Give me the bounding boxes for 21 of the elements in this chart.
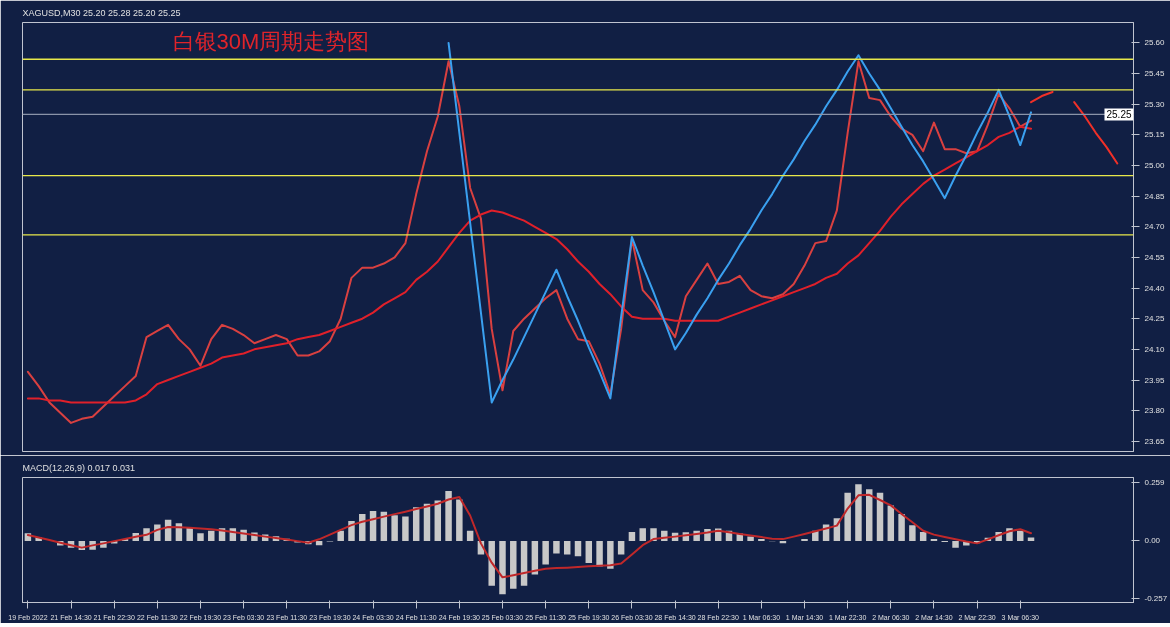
y-tick-label: 25.15 bbox=[1144, 130, 1166, 140]
y-tick-label: 24.55 bbox=[1144, 252, 1166, 262]
y-tick-label: 23.95 bbox=[1144, 375, 1166, 385]
y-tick-label: 24.25 bbox=[1144, 314, 1166, 324]
y-tick-label: 24.40 bbox=[1144, 283, 1166, 293]
y-tick-label: 0.00 bbox=[1144, 536, 1161, 546]
y-tick-label: 25.30 bbox=[1144, 99, 1166, 109]
annotation: 白银30M周期走势图 bbox=[172, 28, 370, 54]
y-tick-label: 25.60 bbox=[1144, 38, 1166, 48]
chart-title: MACD(12,26,9) 0.017 0.031 bbox=[22, 462, 136, 473]
y-tick-label: 24.70 bbox=[1144, 222, 1166, 232]
y-tick-label: 24.10 bbox=[1144, 344, 1166, 354]
y-tick-label: 24.85 bbox=[1144, 191, 1166, 201]
y-tick-label: -0.257 bbox=[1144, 594, 1168, 604]
y-tick-label: 23.65 bbox=[1144, 436, 1166, 446]
ref-line-label: 25.25 bbox=[1106, 109, 1132, 121]
y-tick-label: 25.45 bbox=[1144, 69, 1166, 79]
chart-title: XAGUSD,M30 25.20 25.28 25.20 25.25 bbox=[22, 7, 181, 18]
y-tick-label: 25.00 bbox=[1144, 161, 1166, 170]
y-tick-label: 23.80 bbox=[1144, 406, 1166, 416]
y-tick-label: 0.259 bbox=[1144, 478, 1166, 488]
